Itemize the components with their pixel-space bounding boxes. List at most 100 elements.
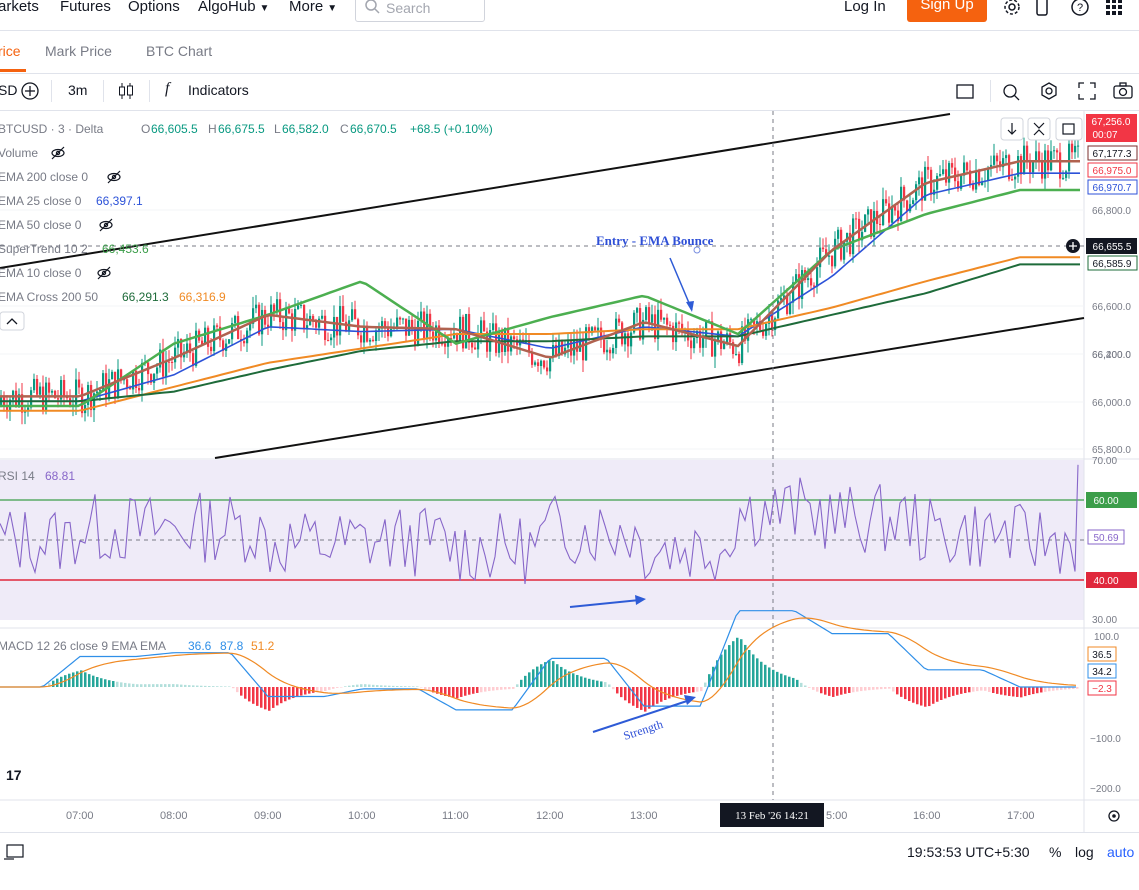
macd-bar (892, 687, 895, 692)
candle (540, 359, 543, 375)
candle (138, 378, 141, 396)
legend-c-label: C (340, 122, 349, 136)
price-tick: 66,800.0 (1092, 206, 1131, 217)
chart-settings-icon[interactable] (1038, 80, 1060, 102)
candle (159, 343, 162, 373)
candle (975, 159, 978, 193)
macd-bar (244, 687, 247, 699)
candle (165, 350, 168, 385)
candlestick-type-icon[interactable] (115, 80, 137, 102)
macd-bar (444, 687, 447, 696)
search-input[interactable]: Search (355, 0, 485, 22)
macd-bar (428, 687, 431, 691)
price-chart[interactable]: Entry - EMA Bounce Strength BTCUSD · 3 ·… (0, 0, 1139, 832)
candle (153, 373, 156, 391)
nav-markets[interactable]: arkets (0, 0, 39, 15)
candle (243, 334, 246, 347)
svg-text:66,655.5: 66,655.5 (1093, 242, 1132, 253)
macd-bar (848, 687, 851, 693)
macd-bar (240, 687, 243, 696)
time-tick: 09:00 (254, 810, 282, 822)
add-symbol-icon[interactable] (19, 80, 41, 102)
collapse-pane-button[interactable] (1027, 117, 1051, 141)
tab-btc-chart[interactable]: BTC Chart (146, 43, 213, 59)
macd-bar (1076, 687, 1079, 689)
percent-toggle[interactable]: % (1049, 844, 1062, 860)
candle (327, 332, 330, 342)
nav-options[interactable]: Options (128, 0, 180, 15)
login-button[interactable]: Log In (844, 0, 886, 15)
candle (1035, 139, 1038, 170)
candle (576, 329, 579, 361)
eye-off-icon[interactable] (51, 146, 65, 160)
candle (252, 296, 255, 329)
macd-bar (68, 673, 71, 687)
macd-bar (480, 687, 483, 693)
macd-bar (256, 687, 259, 706)
candle (1041, 152, 1044, 184)
date-range-icon[interactable] (4, 843, 26, 861)
clock[interactable]: 19:53:53 UTC+5:30 (907, 844, 1030, 860)
macd-bar (100, 678, 103, 687)
macd-bar (464, 687, 467, 696)
price-box-2 (1087, 162, 1138, 178)
indicators-button[interactable]: Indicators (188, 82, 249, 98)
macd-bar (208, 686, 211, 687)
eye-off-icon[interactable] (107, 170, 121, 184)
candle (912, 197, 915, 205)
axis-settings-icon[interactable] (1108, 810, 1120, 822)
series-ema-10 (0, 159, 1080, 398)
macd-bar (1048, 687, 1051, 692)
macd-bar (544, 662, 547, 687)
macd-bar (568, 671, 571, 687)
macd-bar (688, 687, 691, 694)
grid-menu-icon[interactable] (1104, 0, 1124, 17)
tab-price[interactable]: rice (0, 43, 21, 59)
macd-bar (396, 685, 399, 687)
replay-icon[interactable] (1000, 80, 1022, 102)
macd-bar (104, 679, 107, 687)
signup-button[interactable]: Sign Up (907, 0, 987, 22)
help-icon[interactable]: ? (1070, 0, 1090, 17)
candle (675, 313, 678, 351)
macd-bar (728, 645, 731, 687)
macd-bar (460, 687, 463, 697)
macd-bar (744, 644, 747, 687)
auto-toggle[interactable]: auto (1107, 844, 1135, 860)
macd-bar (188, 685, 191, 687)
interval-selector[interactable]: 3m (68, 82, 88, 98)
candle (792, 276, 795, 315)
macd-bar (948, 687, 951, 698)
candle (306, 313, 309, 339)
log-toggle[interactable]: log (1075, 844, 1094, 860)
collapse-legend-button[interactable] (0, 311, 25, 331)
time-tick: 11:00 (442, 810, 469, 822)
macd-bar (1040, 687, 1043, 693)
tab-mark-price[interactable]: Mark Price (45, 43, 112, 59)
mobile-icon[interactable] (1032, 0, 1052, 17)
nav-more[interactable]: More ▼ (289, 0, 337, 15)
macd-bar (336, 687, 339, 688)
macd-bar (696, 687, 699, 692)
macd-bar (1032, 687, 1035, 695)
macd-bar (924, 687, 927, 707)
settings-icon[interactable] (1002, 0, 1022, 17)
nav-algohub[interactable]: AlgoHub ▼ (198, 0, 269, 15)
layout-icon[interactable] (954, 80, 976, 102)
nav-futures[interactable]: Futures (60, 0, 111, 15)
candle (60, 376, 63, 405)
annotation-anchor (693, 246, 701, 254)
symbol-selector[interactable]: SD (0, 82, 18, 98)
fx-icon[interactable]: f (165, 80, 170, 97)
maximize-pane-button[interactable] (1055, 117, 1083, 141)
fullscreen-icon[interactable] (1076, 80, 1098, 102)
eye-off-icon[interactable] (97, 266, 111, 280)
candle (537, 359, 540, 372)
macd-bar (956, 687, 959, 695)
candle (291, 308, 294, 342)
macd-bar (76, 671, 79, 687)
eye-off-icon[interactable] (99, 218, 113, 232)
macd-bar (160, 684, 163, 687)
svg-text:66,970.7: 66,970.7 (1093, 183, 1132, 194)
camera-icon[interactable] (1112, 80, 1134, 102)
